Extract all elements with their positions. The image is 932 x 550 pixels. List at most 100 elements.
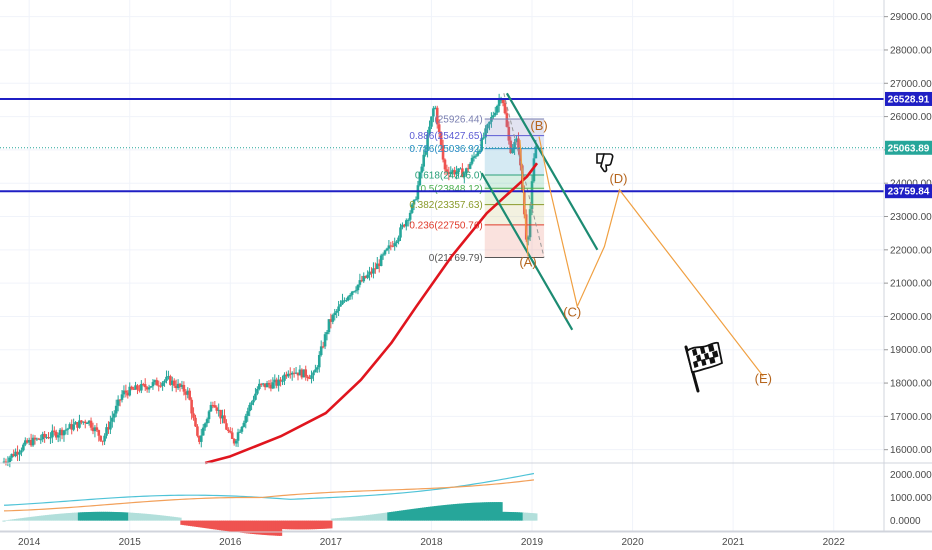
oscillator-bar bbox=[507, 511, 511, 521]
oscillator-bar bbox=[199, 520, 203, 528]
oscillator-bar bbox=[410, 509, 414, 521]
oscillator-bar bbox=[499, 502, 503, 521]
oscillator-bar bbox=[391, 511, 395, 521]
candle-body bbox=[72, 424, 75, 430]
candle-body bbox=[130, 386, 133, 389]
oscillator-bar bbox=[108, 511, 112, 521]
candle-body bbox=[370, 271, 373, 274]
oscillator-bar bbox=[275, 520, 279, 536]
candle-body bbox=[323, 334, 327, 347]
candle-body bbox=[503, 103, 507, 114]
candle-body bbox=[404, 220, 408, 227]
candle-body bbox=[167, 376, 170, 378]
oscillator-bar bbox=[101, 511, 105, 521]
oscillator-bar bbox=[497, 502, 501, 521]
candle-body bbox=[451, 170, 455, 172]
candle-body bbox=[221, 415, 224, 419]
candle-body bbox=[455, 172, 458, 175]
candle-body bbox=[486, 124, 489, 129]
candle-body bbox=[219, 409, 222, 419]
candle-body bbox=[414, 199, 418, 201]
oscillator-bar bbox=[298, 520, 302, 530]
x-tick-label: 2018 bbox=[420, 537, 443, 548]
candle-body bbox=[2, 461, 6, 463]
candle-body bbox=[300, 369, 304, 378]
oscillator-bar bbox=[15, 518, 20, 521]
candle-body bbox=[478, 150, 482, 153]
fib-level-label: 0.886(25427.65) bbox=[409, 131, 482, 142]
candle-body bbox=[238, 431, 242, 433]
oscillator-bar bbox=[50, 514, 54, 521]
oscillator-bar bbox=[56, 513, 60, 521]
oscillator-bar bbox=[429, 506, 434, 521]
candle-body bbox=[374, 268, 377, 270]
oscillator-bar bbox=[302, 520, 306, 530]
candle-body bbox=[395, 241, 398, 244]
candle-body bbox=[346, 296, 350, 301]
candle-body bbox=[180, 384, 184, 387]
oscillator-bar bbox=[242, 520, 246, 534]
oscillator-bar bbox=[135, 513, 140, 521]
oscillator-bar bbox=[278, 520, 283, 536]
candle-body bbox=[505, 113, 509, 127]
candle-body bbox=[105, 427, 108, 436]
candlestick-series bbox=[2, 93, 538, 468]
oscillator-bar bbox=[387, 512, 391, 521]
candle-body bbox=[513, 142, 516, 149]
candle-body bbox=[76, 422, 79, 428]
y-tick-label: 20000.00 bbox=[890, 312, 932, 323]
oscillator-bar bbox=[37, 515, 41, 521]
x-tick-label: 2017 bbox=[320, 537, 343, 548]
oscillator-bar bbox=[491, 502, 495, 521]
oscillator-bar bbox=[371, 514, 376, 521]
candle-body bbox=[186, 390, 190, 395]
candle-body bbox=[493, 112, 497, 116]
candle-body bbox=[319, 346, 323, 356]
oscillator-bar bbox=[271, 520, 275, 536]
candle-body bbox=[143, 384, 147, 388]
oscillator-bar bbox=[58, 513, 62, 521]
oscillator-bar bbox=[317, 520, 321, 529]
candle-body bbox=[118, 399, 122, 401]
candle-body bbox=[134, 385, 137, 390]
candle-body bbox=[443, 159, 447, 170]
candle-body bbox=[377, 263, 381, 266]
thumbs-down-icon bbox=[596, 153, 614, 173]
oscillator-bar bbox=[215, 520, 219, 530]
oscillator-bar bbox=[62, 513, 66, 521]
candle-body bbox=[263, 383, 267, 388]
candle-body bbox=[463, 173, 466, 178]
candle-body bbox=[316, 367, 319, 370]
oscillator-bar bbox=[329, 520, 333, 529]
oscillator-bar bbox=[155, 514, 159, 521]
level-price-tag-bg bbox=[885, 184, 932, 199]
oscillator-bar bbox=[433, 506, 437, 521]
candle-body bbox=[296, 372, 300, 376]
oscillator-bar bbox=[70, 512, 74, 521]
candle-body bbox=[149, 386, 153, 388]
oscillator-bar bbox=[149, 514, 153, 521]
y-tick-label: 27000.00 bbox=[890, 79, 932, 90]
candle-body bbox=[476, 152, 480, 156]
candle-body bbox=[447, 172, 451, 175]
candle-body bbox=[279, 379, 282, 382]
oscillator-bar bbox=[505, 511, 509, 521]
time-axis: 2014 2015 2016 2017 2018 2019 2020 2021 2022 bbox=[0, 531, 932, 548]
oscillator-bar bbox=[41, 515, 45, 521]
candle-body bbox=[199, 435, 203, 442]
oscillator-bar bbox=[418, 508, 422, 521]
candle-body bbox=[271, 382, 275, 389]
candle-body bbox=[41, 433, 45, 440]
candle-body bbox=[534, 146, 538, 159]
oscillator-tick-label: 0.0000 bbox=[890, 516, 921, 527]
candle-body bbox=[302, 369, 306, 378]
oscillator-bar bbox=[532, 513, 536, 521]
fib-zone bbox=[484, 135, 545, 149]
oscillator-bar bbox=[186, 520, 190, 526]
candle-body bbox=[147, 387, 151, 390]
candle-body bbox=[401, 224, 404, 228]
oscillator-bar bbox=[89, 511, 93, 521]
candle-body bbox=[287, 373, 290, 377]
oscillator-bar bbox=[480, 502, 484, 521]
oscillator-bar bbox=[435, 505, 439, 521]
